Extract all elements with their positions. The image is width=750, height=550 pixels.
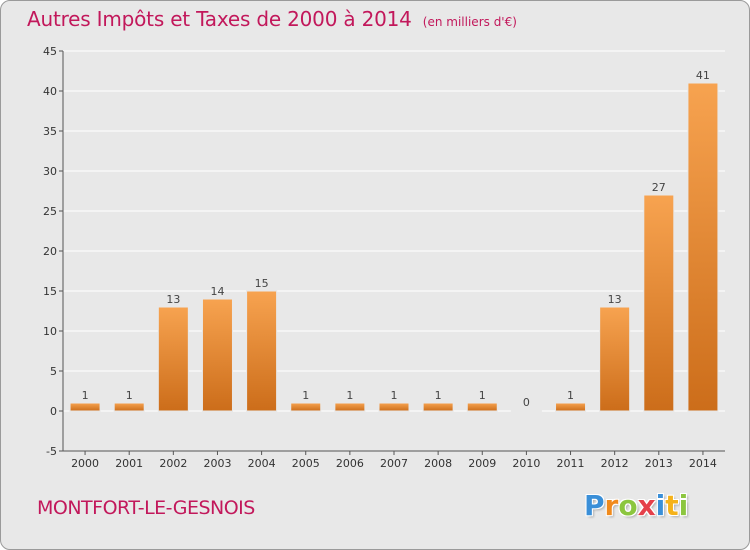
x-tick-label: 2002 [159,457,187,470]
data-label: 1 [126,389,133,402]
x-tick-label: 2009 [468,457,496,470]
y-tick-label: 40 [43,85,57,98]
data-label: 1 [567,389,574,402]
x-tick-label: 2012 [601,457,629,470]
y-tick-label: -5 [46,445,57,458]
y-tick-label: 20 [43,245,57,258]
data-label: 14 [210,285,224,298]
y-tick-label: 10 [43,325,57,338]
bar [687,82,719,412]
bar [510,409,542,412]
bar [290,402,322,412]
chart-title: Autres Impôts et Taxes de 2000 à 2014 [27,7,412,31]
data-label: 27 [652,181,666,194]
data-label: 1 [391,389,398,402]
bar [599,306,631,412]
data-label: 13 [608,293,622,306]
logo-letter: i [678,489,689,522]
y-tick-label: 45 [43,45,57,58]
x-tick-label: 2011 [557,457,585,470]
data-label: 41 [696,69,710,82]
x-tick-label: 2014 [689,457,717,470]
data-label: 1 [346,389,353,402]
data-label: 1 [435,389,442,402]
bar [246,290,278,412]
logo-letter: x [637,489,656,522]
logo-letter: t [665,489,679,522]
y-tick-label: 5 [50,365,57,378]
bar [201,298,233,412]
proxiti-logo[interactable]: Proxiti [584,489,688,522]
chart-header: Autres Impôts et Taxes de 2000 à 2014 (e… [27,7,517,31]
logo-letter: o [618,489,638,522]
x-tick-label: 2006 [336,457,364,470]
bar [466,402,498,412]
bar [334,402,366,412]
data-label: 0 [523,396,530,409]
data-label: 1 [479,389,486,402]
y-tick-label: 0 [50,405,57,418]
y-tick-label: 15 [43,285,57,298]
x-tick-label: 2010 [512,457,540,470]
data-label: 1 [302,389,309,402]
bar [113,402,145,412]
bar [378,402,410,412]
logo-letter: r [604,489,619,522]
logo-letter: P [584,489,605,522]
y-tick-label: 30 [43,165,57,178]
logo-letter: i [655,489,666,522]
bar [69,402,101,412]
x-tick-label: 2000 [71,457,99,470]
x-tick-label: 2004 [248,457,276,470]
data-label: 1 [82,389,89,402]
x-tick-label: 2001 [115,457,143,470]
x-tick-label: 2005 [292,457,320,470]
y-tick-label: 35 [43,125,57,138]
y-tick-label: 25 [43,205,57,218]
x-tick-label: 2003 [203,457,231,470]
commune-name: MONTFORT-LE-GESNOIS [37,497,255,519]
data-label: 13 [166,293,180,306]
data-label: 15 [255,277,269,290]
x-tick-label: 2007 [380,457,408,470]
x-tick-label: 2013 [645,457,673,470]
bar [422,402,454,412]
bar [555,402,587,412]
chart-subtitle: (en milliers d'€) [422,15,517,29]
bar [157,306,189,412]
x-tick-label: 2008 [424,457,452,470]
bar [643,194,675,412]
